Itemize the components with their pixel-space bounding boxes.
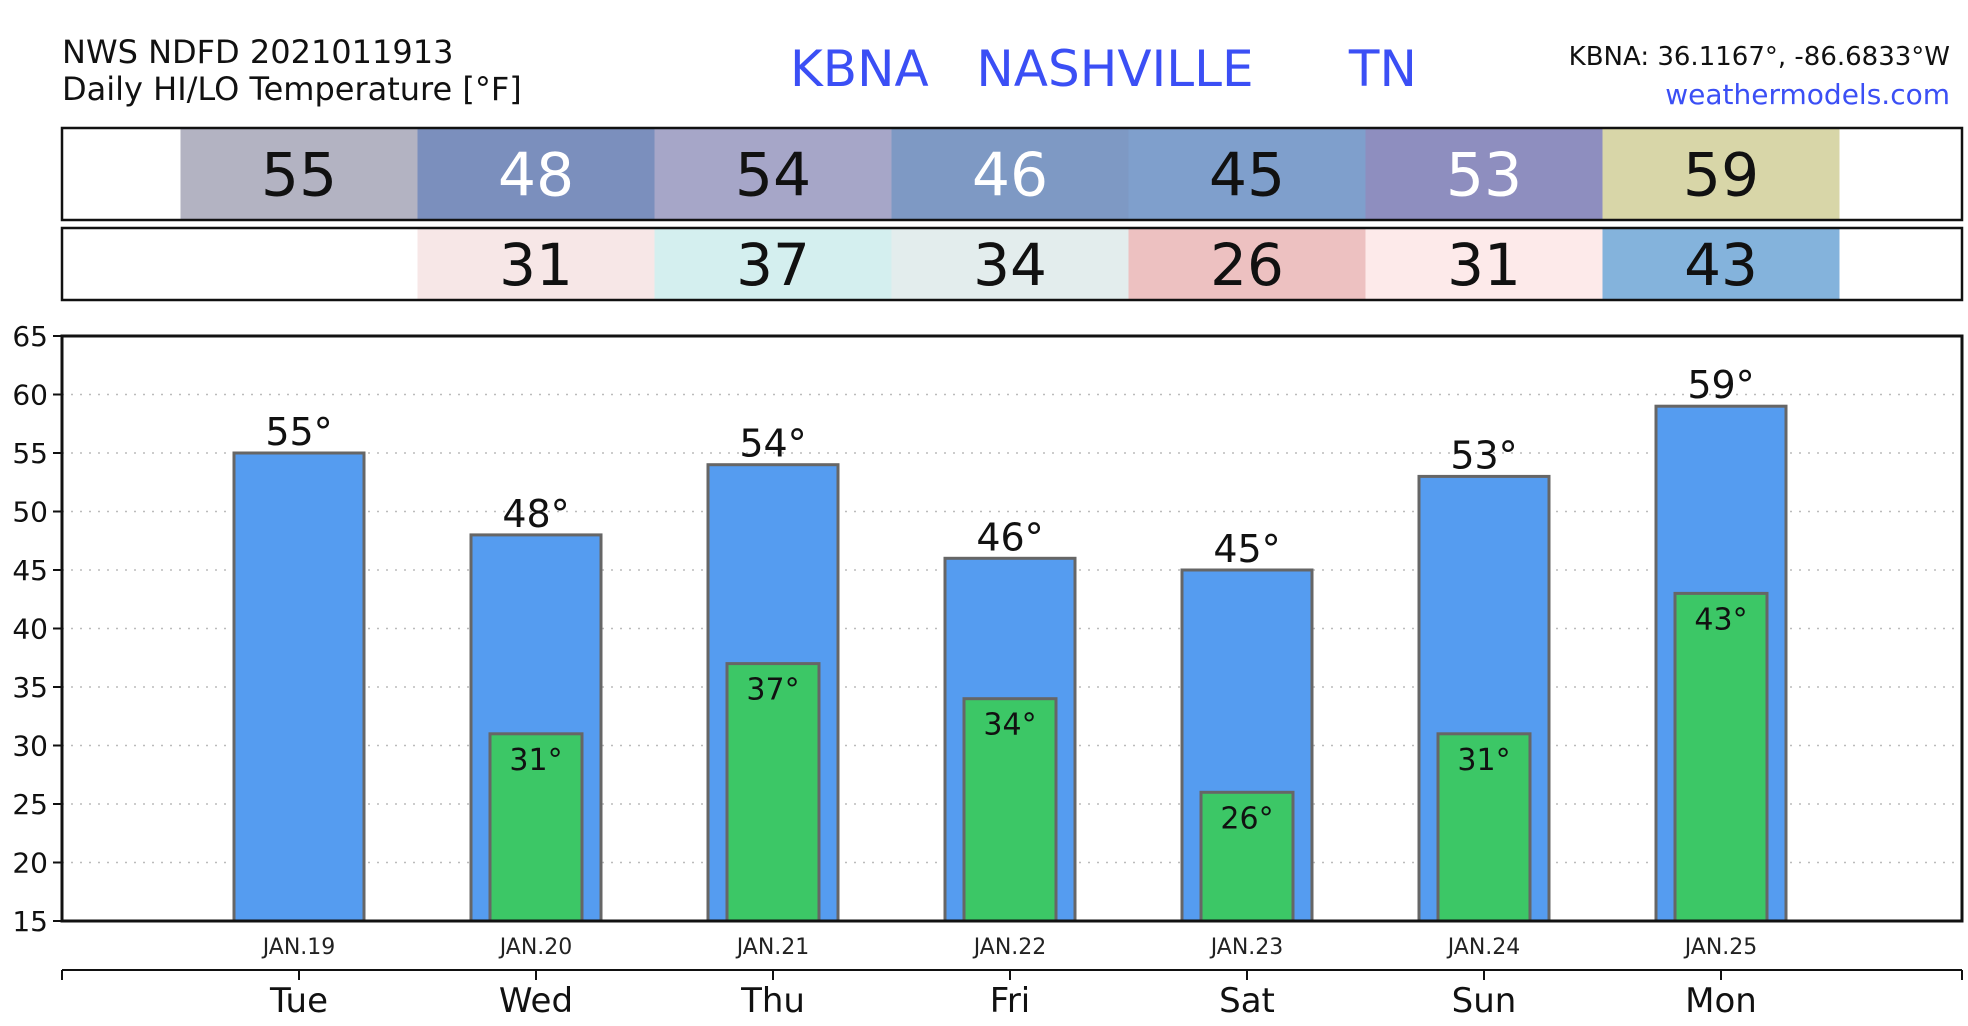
lo-bar-label: 26° [1220, 801, 1273, 836]
hi-strip-value: 59 [1683, 141, 1759, 211]
lo-bar [1673, 591, 1769, 923]
hi-bar-label: 45° [1213, 527, 1280, 571]
lo-bar [488, 732, 584, 923]
hi-strip-cell [891, 128, 1129, 220]
date-label: JAN.24 [1446, 935, 1521, 960]
hi-strip-cell [1602, 128, 1840, 220]
y-tick-label: 45 [12, 554, 48, 587]
lo-bar [1436, 732, 1532, 923]
y-tick-label: 15 [12, 905, 48, 938]
date-label: JAN.25 [1683, 935, 1758, 960]
lo-strip-value: 34 [973, 231, 1047, 299]
lo-strip-cell [654, 228, 892, 300]
hi-strip-value: 55 [261, 141, 337, 211]
station-title: KBNA NASHVILLE TN [790, 40, 1417, 98]
hi-bar-label: 54° [739, 422, 806, 466]
date-label: JAN.21 [735, 935, 810, 960]
lo-bar-label: 31° [509, 743, 562, 778]
lo-strip-cell [1128, 228, 1366, 300]
lo-strip-cell [891, 228, 1129, 300]
lo-strip-cell [1365, 228, 1603, 300]
y-tick-label: 35 [12, 671, 48, 704]
day-label: Sat [1219, 981, 1275, 1021]
day-label: Wed [499, 981, 573, 1021]
y-tick-label: 65 [12, 320, 48, 353]
day-label: Thu [740, 981, 805, 1021]
date-label: JAN.19 [261, 935, 336, 960]
y-tick-label: 55 [12, 437, 48, 470]
hi-bar-label: 48° [502, 492, 569, 536]
day-label: Mon [1685, 981, 1757, 1021]
y-tick-label: 40 [12, 613, 48, 646]
lo-bar-label: 37° [746, 673, 799, 708]
header-left: NWS NDFD 2021011913 Daily HI/LO Temperat… [62, 34, 522, 108]
lo-strip-value: 31 [499, 231, 573, 299]
hi-bar-label: 46° [976, 515, 1043, 559]
hi-strip-value: 54 [735, 141, 811, 211]
product-line: Daily HI/LO Temperature [°F] [62, 70, 522, 108]
lo-strip-value: 26 [1210, 231, 1284, 299]
y-tick-label: 30 [12, 730, 48, 763]
lo-bar-label: 31° [1457, 743, 1510, 778]
hi-strip-cell [1128, 128, 1366, 220]
header-right: KBNA: 36.1167°, -86.6833°W weathermodels… [1569, 38, 1950, 114]
lo-strip-value: 43 [1684, 231, 1758, 299]
lo-bar-label: 34° [983, 708, 1036, 743]
lo-strip-border [60, 226, 1964, 302]
date-label: JAN.20 [498, 935, 573, 960]
day-label: Sun [1452, 981, 1517, 1021]
y-tick-label: 50 [12, 496, 48, 529]
plot-frame [60, 334, 1964, 923]
source-line: NWS NDFD 2021011913 [62, 33, 454, 71]
hi-strip-cell [417, 128, 655, 220]
day-label: Fri [990, 981, 1031, 1021]
hi-strip-value: 48 [498, 141, 574, 211]
lo-bar [1199, 790, 1295, 923]
lo-strip-cell [417, 228, 655, 300]
lo-strip-value: 31 [1447, 231, 1521, 299]
hi-bar-label: 55° [265, 410, 332, 454]
day-label: Tue [269, 981, 328, 1021]
lo-bar-label: 43° [1694, 602, 1747, 637]
date-label: JAN.22 [972, 935, 1047, 960]
y-tick-label: 60 [12, 379, 48, 412]
hi-strip-cell [654, 128, 892, 220]
hi-bar-label: 59° [1687, 363, 1754, 407]
hi-strip-value: 45 [1209, 141, 1285, 211]
hi-strip-value: 53 [1446, 141, 1522, 211]
date-label: JAN.23 [1209, 935, 1284, 960]
lo-strip-cell [1602, 228, 1840, 300]
hi-bar-label: 53° [1450, 433, 1517, 477]
site-link[interactable]: weathermodels.com [1665, 78, 1950, 111]
hi-strip-border [60, 126, 1964, 222]
y-tick-label: 20 [12, 847, 48, 880]
hi-strip-cell [1365, 128, 1603, 220]
hi-strip-value: 46 [972, 141, 1048, 211]
hi-bar [232, 451, 366, 923]
hi-strip-cell [180, 128, 418, 220]
y-tick-label: 25 [12, 788, 48, 821]
lo-strip-value: 37 [736, 231, 810, 299]
station-coords: KBNA: 36.1167°, -86.6833°W [1568, 42, 1950, 72]
lo-bar [725, 662, 821, 923]
